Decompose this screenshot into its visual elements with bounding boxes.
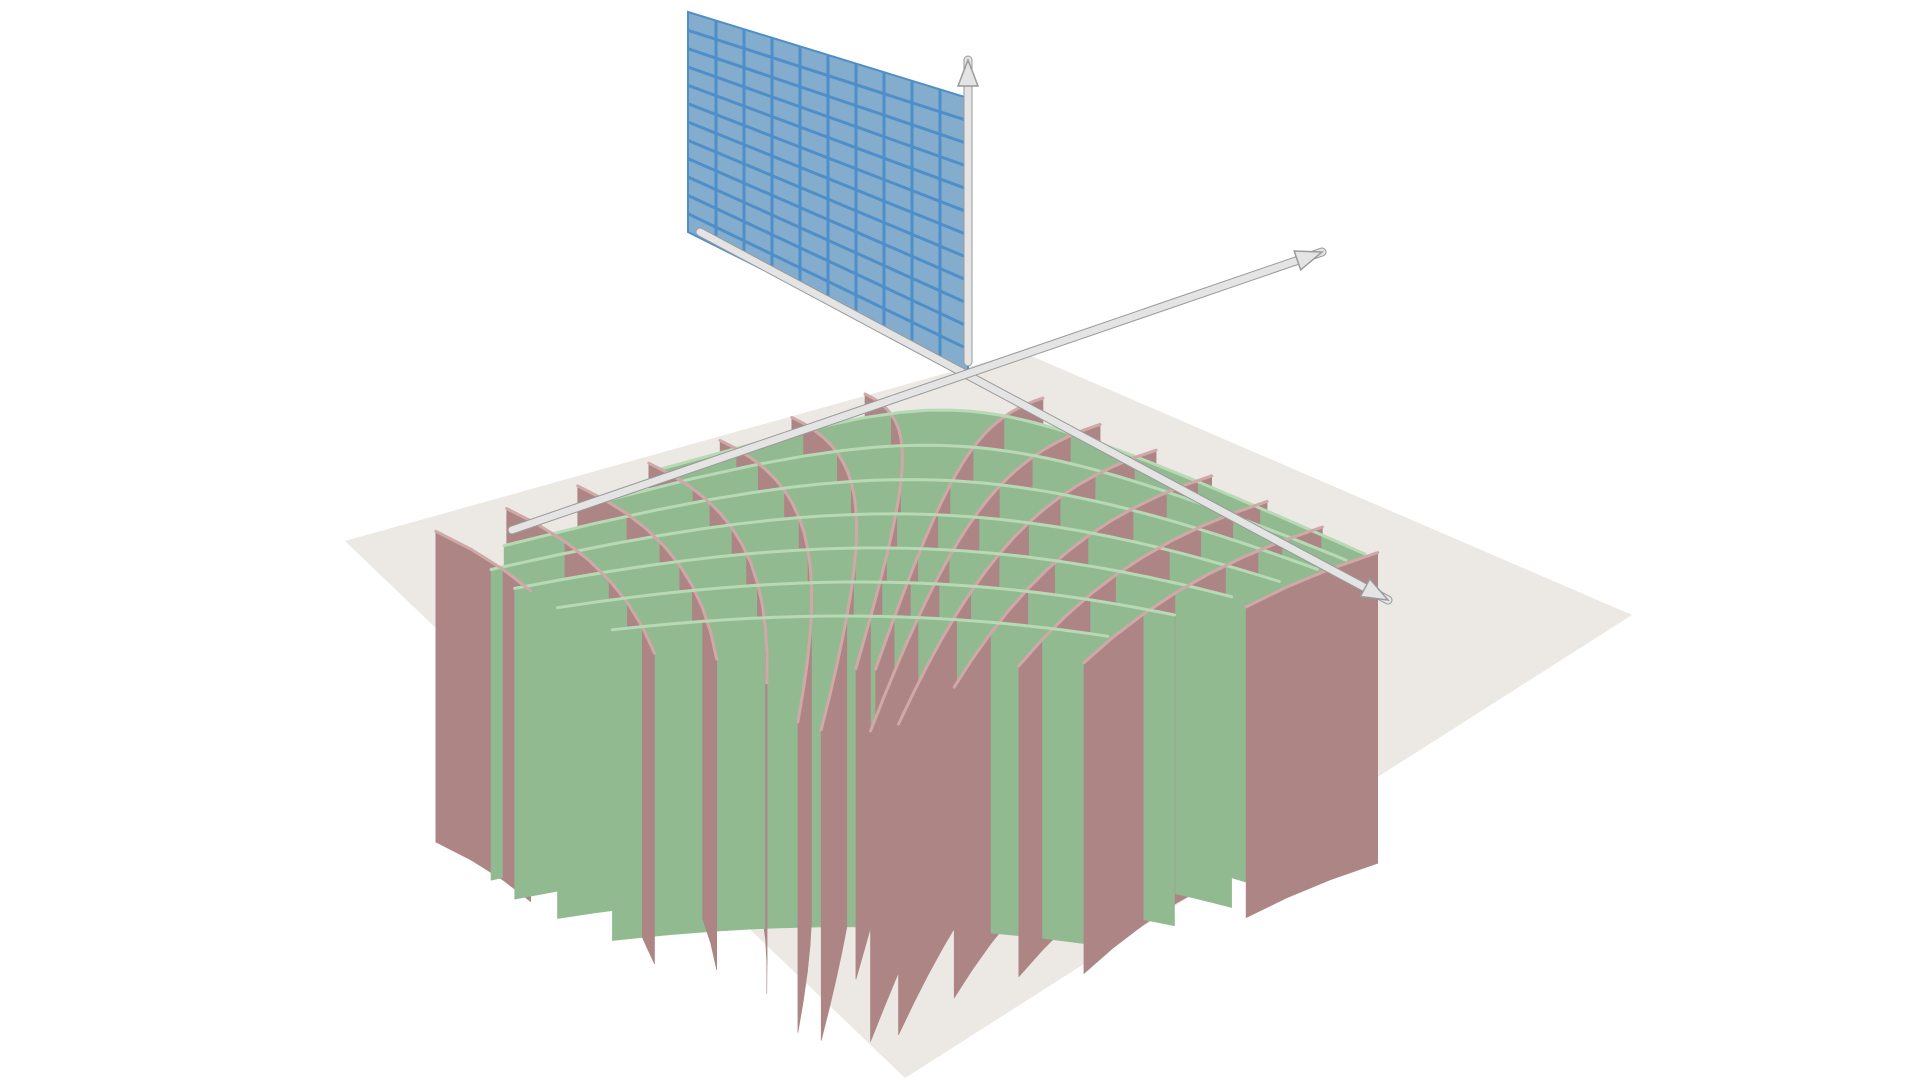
green-wall-panel — [1049, 628, 1066, 942]
green-top-rod — [502, 478, 1319, 571]
wall-top-rods — [434, 392, 1380, 733]
red-wall-panel — [971, 632, 991, 971]
red-wall-panel — [953, 657, 973, 999]
green-wall-panel — [1219, 593, 1232, 908]
plane-grid-line — [687, 212, 969, 351]
red-top-rod — [952, 474, 1214, 689]
red-wall-panel — [802, 661, 808, 1002]
red-wall-panel — [863, 617, 871, 953]
red-top-rod — [874, 396, 1045, 671]
red-wall-panel — [882, 669, 896, 1010]
plane-grid-line — [687, 138, 969, 260]
z-axis-arrowhead-icon — [956, 57, 980, 87]
red-wall-panel — [913, 663, 929, 1004]
coordinate-walls — [435, 393, 1378, 1042]
green-wall-panel — [514, 578, 565, 900]
red-top-rod — [505, 507, 656, 655]
red-wall-panel — [807, 634, 811, 973]
red-wall-panel — [641, 626, 655, 965]
red-wall-panel — [702, 608, 712, 944]
red-wall-panel — [1083, 636, 1114, 975]
plane-grid-line — [687, 83, 969, 191]
green-wall-panel — [672, 621, 701, 935]
red-wall-panel — [841, 616, 848, 952]
plane-grid-line — [687, 175, 969, 305]
red-wall-panel — [1018, 639, 1043, 978]
red-wall-panel — [820, 697, 830, 1041]
red-wall-panel — [435, 530, 472, 861]
green-wall-panel — [1148, 609, 1163, 924]
red-wall-panel — [835, 640, 843, 979]
green-top-rod — [610, 614, 1110, 638]
x-axis-arrowhead-icon — [1359, 577, 1390, 601]
red-wall-panel — [870, 698, 884, 1042]
green-wall-panel — [1196, 587, 1209, 903]
plane-grid-line — [687, 157, 969, 283]
red-top-rod — [854, 392, 904, 671]
green-top-rod — [592, 443, 1348, 562]
plane-grid-line — [687, 28, 969, 123]
y-axis-arrowhead-icon — [1293, 250, 1324, 272]
green-wall-panel — [751, 616, 776, 930]
green-wall-panel — [774, 616, 799, 929]
blue-grid-plane — [687, 10, 969, 374]
plane-grid-line — [687, 65, 969, 168]
red-wall-panel — [855, 641, 864, 980]
red-wall-panel — [710, 632, 718, 970]
red-top-rod — [434, 529, 533, 593]
red-wall-panel — [1112, 613, 1144, 949]
red-top-rod — [647, 461, 769, 685]
red-wall-panel — [1286, 568, 1332, 899]
x-axis — [696, 228, 1392, 604]
red-wall-panel — [927, 637, 943, 975]
green-wall-panel — [1184, 584, 1198, 900]
red-top-rod — [718, 438, 814, 724]
green-top-rod — [556, 580, 1176, 617]
green-wall-panel — [612, 626, 644, 941]
plane-grid-line — [687, 47, 969, 146]
red-top-rod — [869, 422, 1102, 733]
plane-grid-line — [687, 193, 969, 328]
green-wall-panel — [557, 601, 597, 919]
coordinate-axes — [507, 55, 1393, 605]
green-wall-panel — [1064, 629, 1080, 944]
green-wall-panel — [1161, 612, 1175, 927]
red-wall-panel — [898, 692, 914, 1036]
green-top-rod — [660, 408, 1367, 556]
red-wall-panel — [1330, 552, 1378, 881]
red-wall-panel — [1245, 586, 1288, 919]
green-wall-panel — [1003, 623, 1020, 937]
green-top-rod — [489, 512, 1281, 583]
red-top-rod — [897, 448, 1158, 726]
red-wall-panel — [797, 690, 804, 1033]
green-wall-panel — [726, 617, 752, 931]
red-top-rod — [1244, 551, 1380, 609]
plane-grid-line — [687, 120, 969, 237]
green-top-rod — [513, 546, 1234, 599]
red-top-rod — [790, 415, 858, 732]
green-wall-panel — [1208, 590, 1221, 905]
plane-grid-line — [687, 102, 969, 214]
red-wall-panel — [828, 667, 837, 1009]
y-axis — [508, 248, 1326, 534]
